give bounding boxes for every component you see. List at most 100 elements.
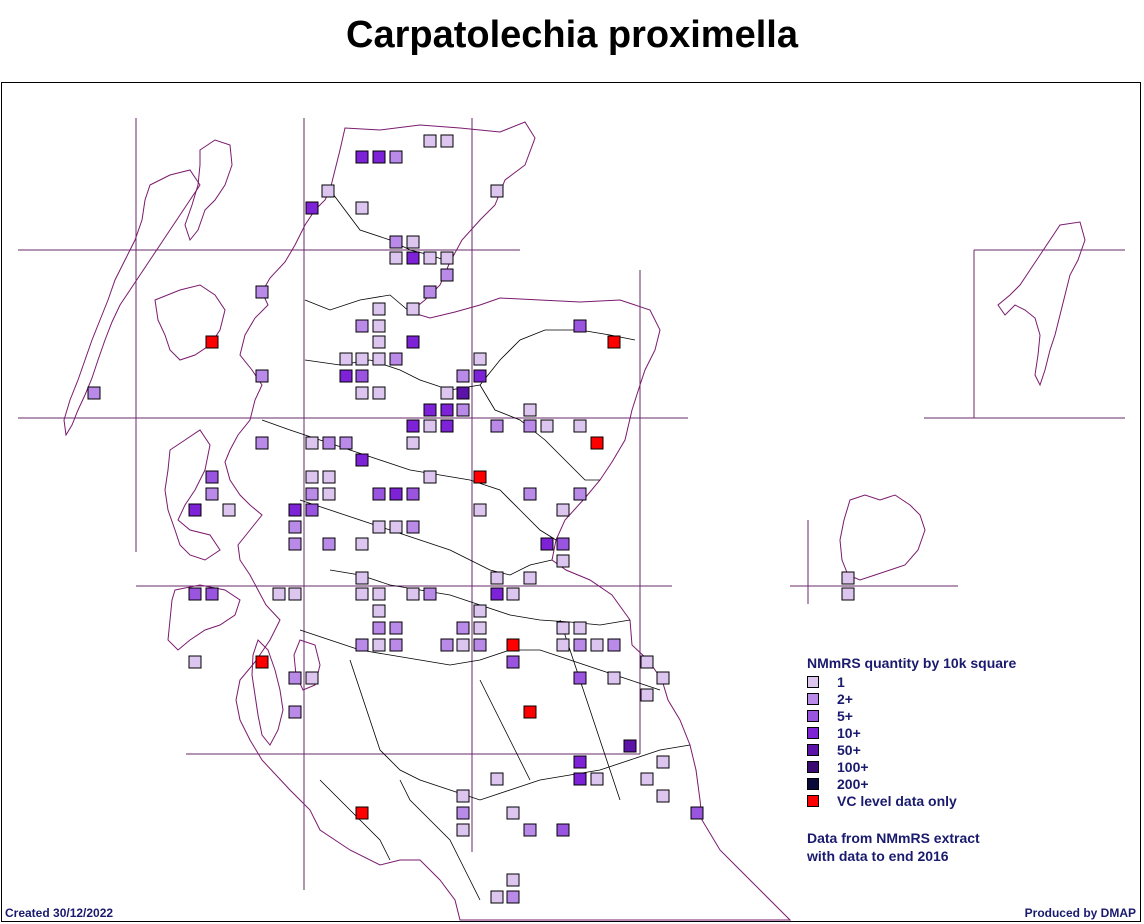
record-square (841, 571, 855, 585)
legend-label: 2+ (837, 690, 853, 707)
record-square (573, 319, 587, 333)
west-coast-islands (164, 429, 221, 561)
record-square (473, 503, 487, 517)
record-square (372, 520, 386, 534)
record-square (640, 688, 654, 702)
record-square (423, 403, 437, 417)
record-square (372, 621, 386, 635)
record-square (372, 638, 386, 652)
record-square (573, 487, 587, 501)
record-square (406, 487, 420, 501)
legend-item: 5+ (807, 707, 1016, 724)
record-square (406, 520, 420, 534)
record-square (389, 487, 403, 501)
record-square (423, 419, 437, 433)
record-square (255, 655, 269, 669)
created-date: Created 30/12/2022 (5, 906, 114, 920)
legend-swatch (807, 743, 819, 756)
record-square (372, 604, 386, 618)
record-square (205, 487, 219, 501)
record-square (255, 285, 269, 299)
record-square (506, 806, 520, 820)
record-square (573, 638, 587, 652)
record-square (372, 150, 386, 164)
record-square (355, 150, 369, 164)
record-square (188, 587, 202, 601)
record-square (573, 419, 587, 433)
legend-item: 100+ (807, 758, 1016, 775)
record-square (556, 503, 570, 517)
legend-label: VC level data only (837, 792, 957, 809)
record-square (222, 503, 236, 517)
legend-swatch (807, 709, 819, 722)
legend-swatch (807, 760, 819, 773)
record-square (490, 419, 504, 433)
record-square (205, 335, 219, 349)
record-square (372, 386, 386, 400)
record-square (640, 655, 654, 669)
record-square (556, 537, 570, 551)
record-square (656, 789, 670, 803)
record-square (389, 251, 403, 265)
record-square (456, 369, 470, 383)
skye (154, 284, 226, 361)
record-square (288, 671, 302, 685)
record-square (406, 419, 420, 433)
record-square (288, 537, 302, 551)
record-square (355, 369, 369, 383)
record-square (389, 352, 403, 366)
record-square (423, 134, 437, 148)
legend-swatch (807, 726, 819, 739)
record-square (440, 386, 454, 400)
record-square (355, 638, 369, 652)
record-square (389, 520, 403, 534)
record-square (305, 487, 319, 501)
legend-label: 100+ (837, 758, 869, 775)
source-line-2: with data to end 2016 (807, 848, 949, 864)
legend-item: 200+ (807, 775, 1016, 792)
record-square (188, 655, 202, 669)
record-square (473, 638, 487, 652)
record-square (573, 621, 587, 635)
record-square (440, 638, 454, 652)
shetland (997, 221, 1086, 387)
legend-title: NMmRS quantity by 10k square (807, 655, 1017, 671)
record-square (355, 453, 369, 467)
source-line-1: Data from NMmRS extract (807, 830, 980, 846)
record-square (556, 823, 570, 837)
record-square (305, 470, 319, 484)
record-square (456, 621, 470, 635)
record-square (322, 537, 336, 551)
record-square (523, 487, 537, 501)
record-square (523, 571, 537, 585)
legend-label: 1 (837, 673, 845, 690)
record-square (473, 470, 487, 484)
north-skye-coast (184, 139, 233, 242)
record-square (355, 587, 369, 601)
record-square (506, 587, 520, 601)
record-square (305, 671, 319, 685)
legend-item: 10+ (807, 724, 1016, 741)
record-square (473, 352, 487, 366)
record-square (305, 436, 319, 450)
record-squares (87, 134, 855, 904)
mull (167, 584, 241, 651)
record-square (406, 235, 420, 249)
legend-item: VC level data only (807, 792, 1016, 809)
record-square (339, 369, 353, 383)
record-square (623, 739, 637, 753)
record-square (305, 503, 319, 517)
record-square (355, 319, 369, 333)
record-square (506, 873, 520, 887)
legend-label: 50+ (837, 741, 861, 758)
record-square (490, 890, 504, 904)
record-square (372, 302, 386, 316)
record-square (590, 638, 604, 652)
record-square (423, 251, 437, 265)
record-square (573, 772, 587, 786)
record-square (523, 403, 537, 417)
record-square (423, 587, 437, 601)
record-square (406, 251, 420, 265)
legend-label: 5+ (837, 707, 853, 724)
